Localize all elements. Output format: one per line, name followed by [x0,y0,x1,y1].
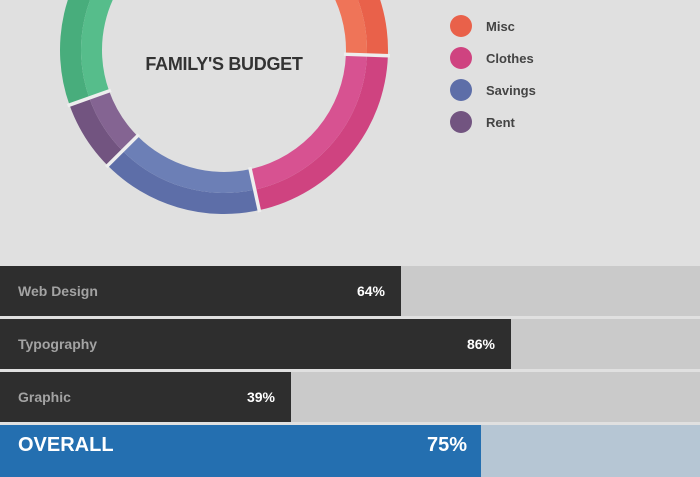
segment-outer-band [69,97,123,166]
skill-bar-typography: Typography 86% [0,319,700,369]
bar-value: 64% [356,283,385,299]
bar-fill: OVERALL 75% [0,425,481,477]
budget-donut-chart [60,0,390,214]
legend-item-rent: Rent [450,106,536,138]
segment-inner-band [335,0,367,55]
bar-fill: Web Design 64% [0,266,401,316]
bar-value: 75% [426,434,467,456]
segment-outer-band [60,0,91,106]
segment-outer-band [107,150,260,214]
segment-outer-band [357,0,388,56]
segment-outer-band [254,54,388,211]
legend-item-misc: Misc [450,10,536,42]
donut-segment-unlabeled [60,0,113,106]
skill-bar-graphic: Graphic 39% [0,372,700,422]
bar-value: 86% [466,336,495,352]
skill-bar-web-design: Web Design 64% [0,266,700,316]
donut-segment-savings [107,135,260,214]
segment-inner-band [122,135,255,193]
legend-label: Savings [486,82,536,98]
donut-segment-misc [335,0,388,56]
legend-swatch [450,15,472,37]
bar-label: Typography [18,336,98,352]
donut-segment-clothes [250,54,388,211]
legend-swatch [450,47,472,69]
legend-swatch [450,111,472,133]
legend-item-savings: Savings [450,74,536,106]
donut-segment-rent [69,90,138,166]
skill-bar-overall: OVERALL 75% [0,425,700,477]
segment-inner-band [81,0,113,98]
bar-fill: Typography 86% [0,319,511,369]
segment-inner-band [89,90,138,151]
segment-separator [67,88,112,108]
legend-swatch [450,79,472,101]
segment-separator [343,52,390,58]
legend: Misc Clothes Savings Rent [450,10,536,138]
segment-inner-band [250,54,367,190]
bar-label: Web Design [18,283,98,299]
legend-label: Rent [486,114,515,130]
segment-separator [248,166,262,213]
legend-item-clothes: Clothes [450,42,536,74]
bar-fill: Graphic 39% [0,372,291,422]
legend-label: Misc [486,18,515,34]
bar-label: Graphic [18,389,71,405]
bar-label: OVERALL [18,434,114,456]
chart-title: FAMILY'S BUDGET [145,54,303,74]
legend-label: Clothes [486,50,534,66]
segment-separator [104,133,141,169]
bar-value: 39% [246,389,275,405]
